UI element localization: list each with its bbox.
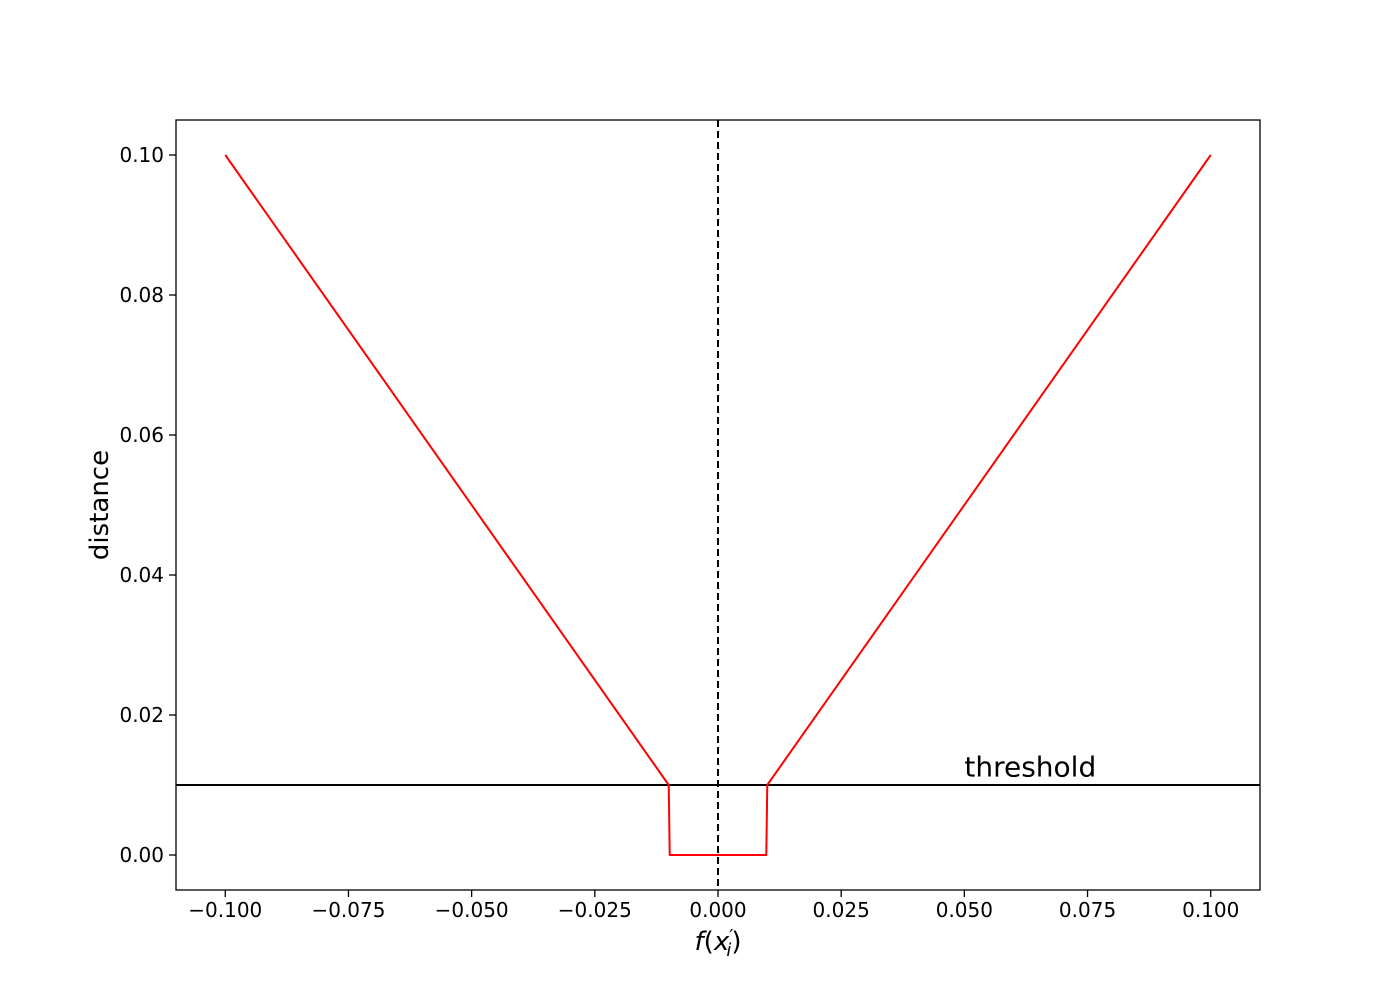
x-tick-label: 0.025 (813, 898, 870, 922)
y-tick-label: 0.08 (119, 283, 164, 307)
y-tick-label: 0.02 (119, 703, 164, 727)
threshold-annotation: threshold (964, 751, 1096, 784)
x-tick-label: −0.050 (435, 898, 509, 922)
y-tick-label: 0.06 (119, 423, 164, 447)
x-axis-label: f(x′ i) (695, 926, 742, 961)
x-tick-label: −0.100 (188, 898, 262, 922)
y-tick-label: 0.04 (119, 563, 164, 587)
y-tick-label: 0.00 (119, 843, 164, 867)
x-tick-label: 0.000 (689, 898, 746, 922)
series-line-0 (224, 154, 1212, 856)
x-tick-label: −0.025 (558, 898, 632, 922)
x-tick-label: 0.075 (1059, 898, 1116, 922)
x-tick-label: 0.050 (936, 898, 993, 922)
y-tick-label: 0.10 (119, 143, 164, 167)
y-axis-label: distance (85, 450, 115, 560)
x-tick-label: 0.100 (1182, 898, 1239, 922)
x-tick-label: −0.075 (311, 898, 385, 922)
